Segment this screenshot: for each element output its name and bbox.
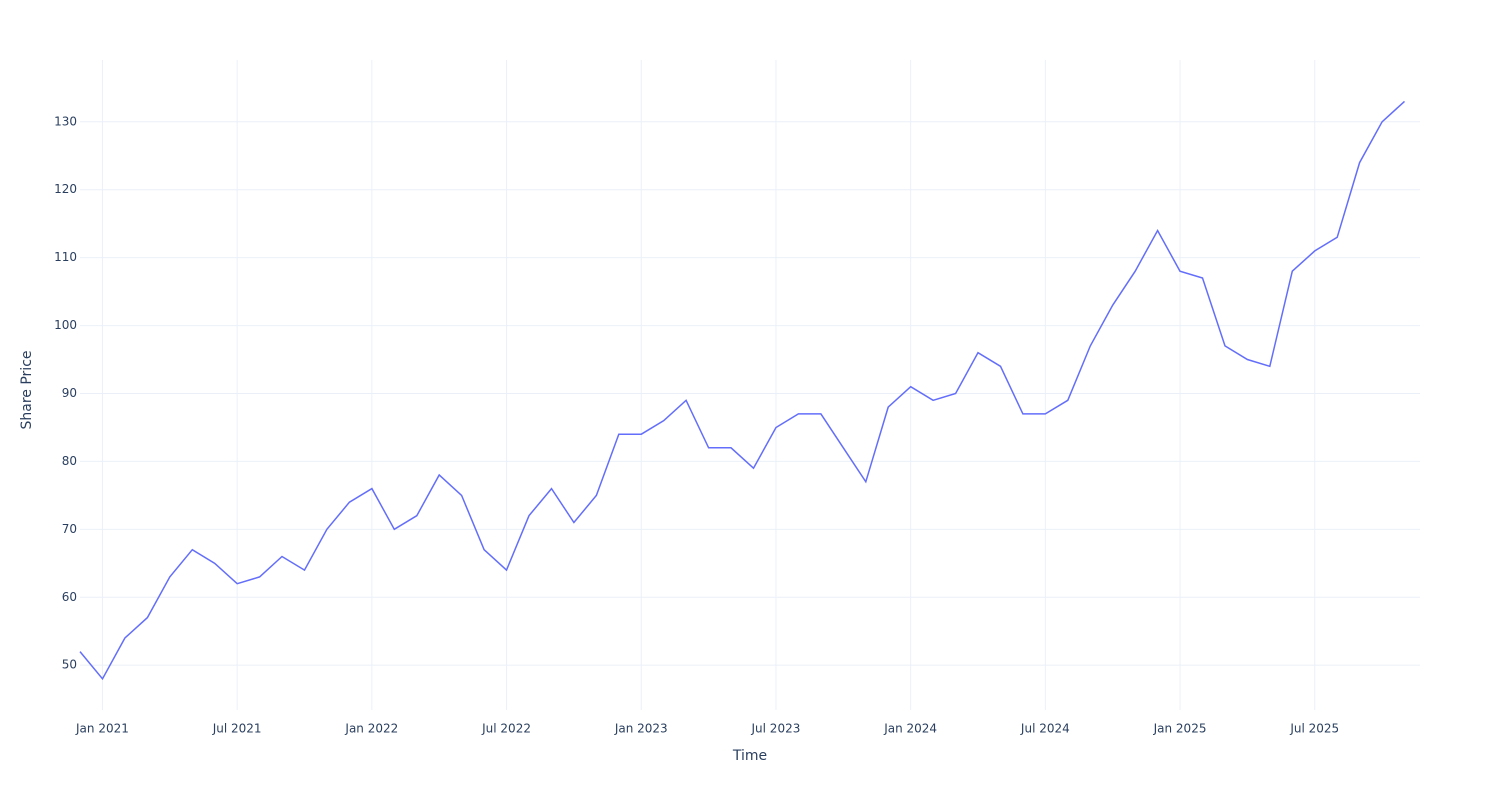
x-tick-label: Jan 2021: [75, 722, 129, 736]
y-tick-label: 60: [62, 590, 77, 604]
y-tick-label: 50: [62, 658, 77, 672]
y-tick-label: 100: [54, 318, 77, 332]
x-tick-label: Jul 2025: [1289, 722, 1339, 736]
y-axis-title: Share Price: [19, 350, 35, 429]
x-tick-label: Jan 2022: [344, 722, 398, 736]
y-tick-label: 130: [54, 114, 77, 128]
y-tick-label: 110: [54, 250, 77, 264]
x-tick-label: Jul 2021: [212, 722, 262, 736]
x-axis-title: Time: [732, 748, 767, 764]
y-tick-label: 90: [62, 386, 77, 400]
y-tick-label: 70: [62, 522, 77, 536]
x-tick-label: Jul 2024: [1020, 722, 1070, 736]
x-tick-label: Jan 2025: [1153, 722, 1207, 736]
price-line: [79, 100, 1406, 681]
x-tick-label: Jan 2023: [614, 722, 668, 736]
x-tick-label: Jul 2022: [481, 722, 531, 736]
y-tick-label: 120: [54, 182, 77, 196]
grid: [80, 60, 1420, 710]
x-tick-label: Jul 2023: [751, 722, 801, 736]
x-tick-label: Jan 2024: [883, 722, 937, 736]
y-tick-label: 80: [62, 454, 77, 468]
